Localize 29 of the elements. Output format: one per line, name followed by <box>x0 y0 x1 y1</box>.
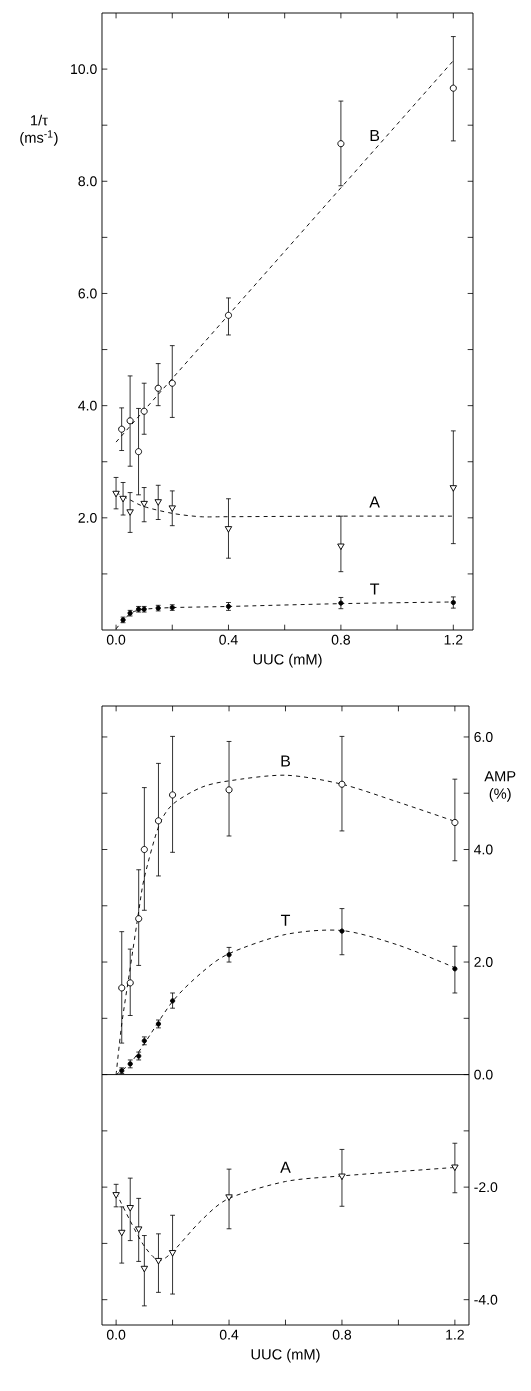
x-tick-label: 0.0 <box>106 1329 126 1340</box>
x-axis-title: UUC (mM) <box>251 1348 320 1363</box>
y-tick-label: -4.0 <box>474 1294 498 1305</box>
x-tick-label: 0.4 <box>219 1329 239 1340</box>
y-tick-label: 2.0 <box>474 957 493 968</box>
x-tick-label: 0.4 <box>219 634 238 645</box>
y-tick-label: 2.0 <box>78 512 97 523</box>
series-label: B <box>370 129 379 141</box>
series-label: T <box>369 583 380 595</box>
series-label: A <box>369 496 380 508</box>
y-tick-label: 6.0 <box>474 732 493 742</box>
x-tick-label: 0.8 <box>331 634 350 645</box>
x-tick-label: 0.8 <box>332 1329 351 1340</box>
series-label: T <box>280 914 290 926</box>
x-axis-title: UUC (mM) <box>253 653 322 668</box>
y-tick-label: 6.0 <box>78 288 97 299</box>
y-axis-title: AMP (%) <box>484 771 516 802</box>
y-tick-label: -2.0 <box>474 1182 498 1193</box>
x-tick-label: 0.0 <box>106 634 126 645</box>
x-tick-label: 1.2 <box>444 634 463 645</box>
y-tick-label: 4.0 <box>473 844 493 855</box>
series-label: B <box>281 755 290 767</box>
y-tick-label: 0.0 <box>474 1069 493 1080</box>
series-label: A <box>280 1161 291 1173</box>
y-tick-label: 8.0 <box>78 176 97 187</box>
y-tick-label: 4.0 <box>78 400 97 411</box>
y-tick-label: 10.0 <box>70 64 97 75</box>
y-axis-title: 1/τ (ms$^{-1}$) <box>20 114 58 146</box>
x-tick-label: 1.2 <box>446 1329 464 1340</box>
